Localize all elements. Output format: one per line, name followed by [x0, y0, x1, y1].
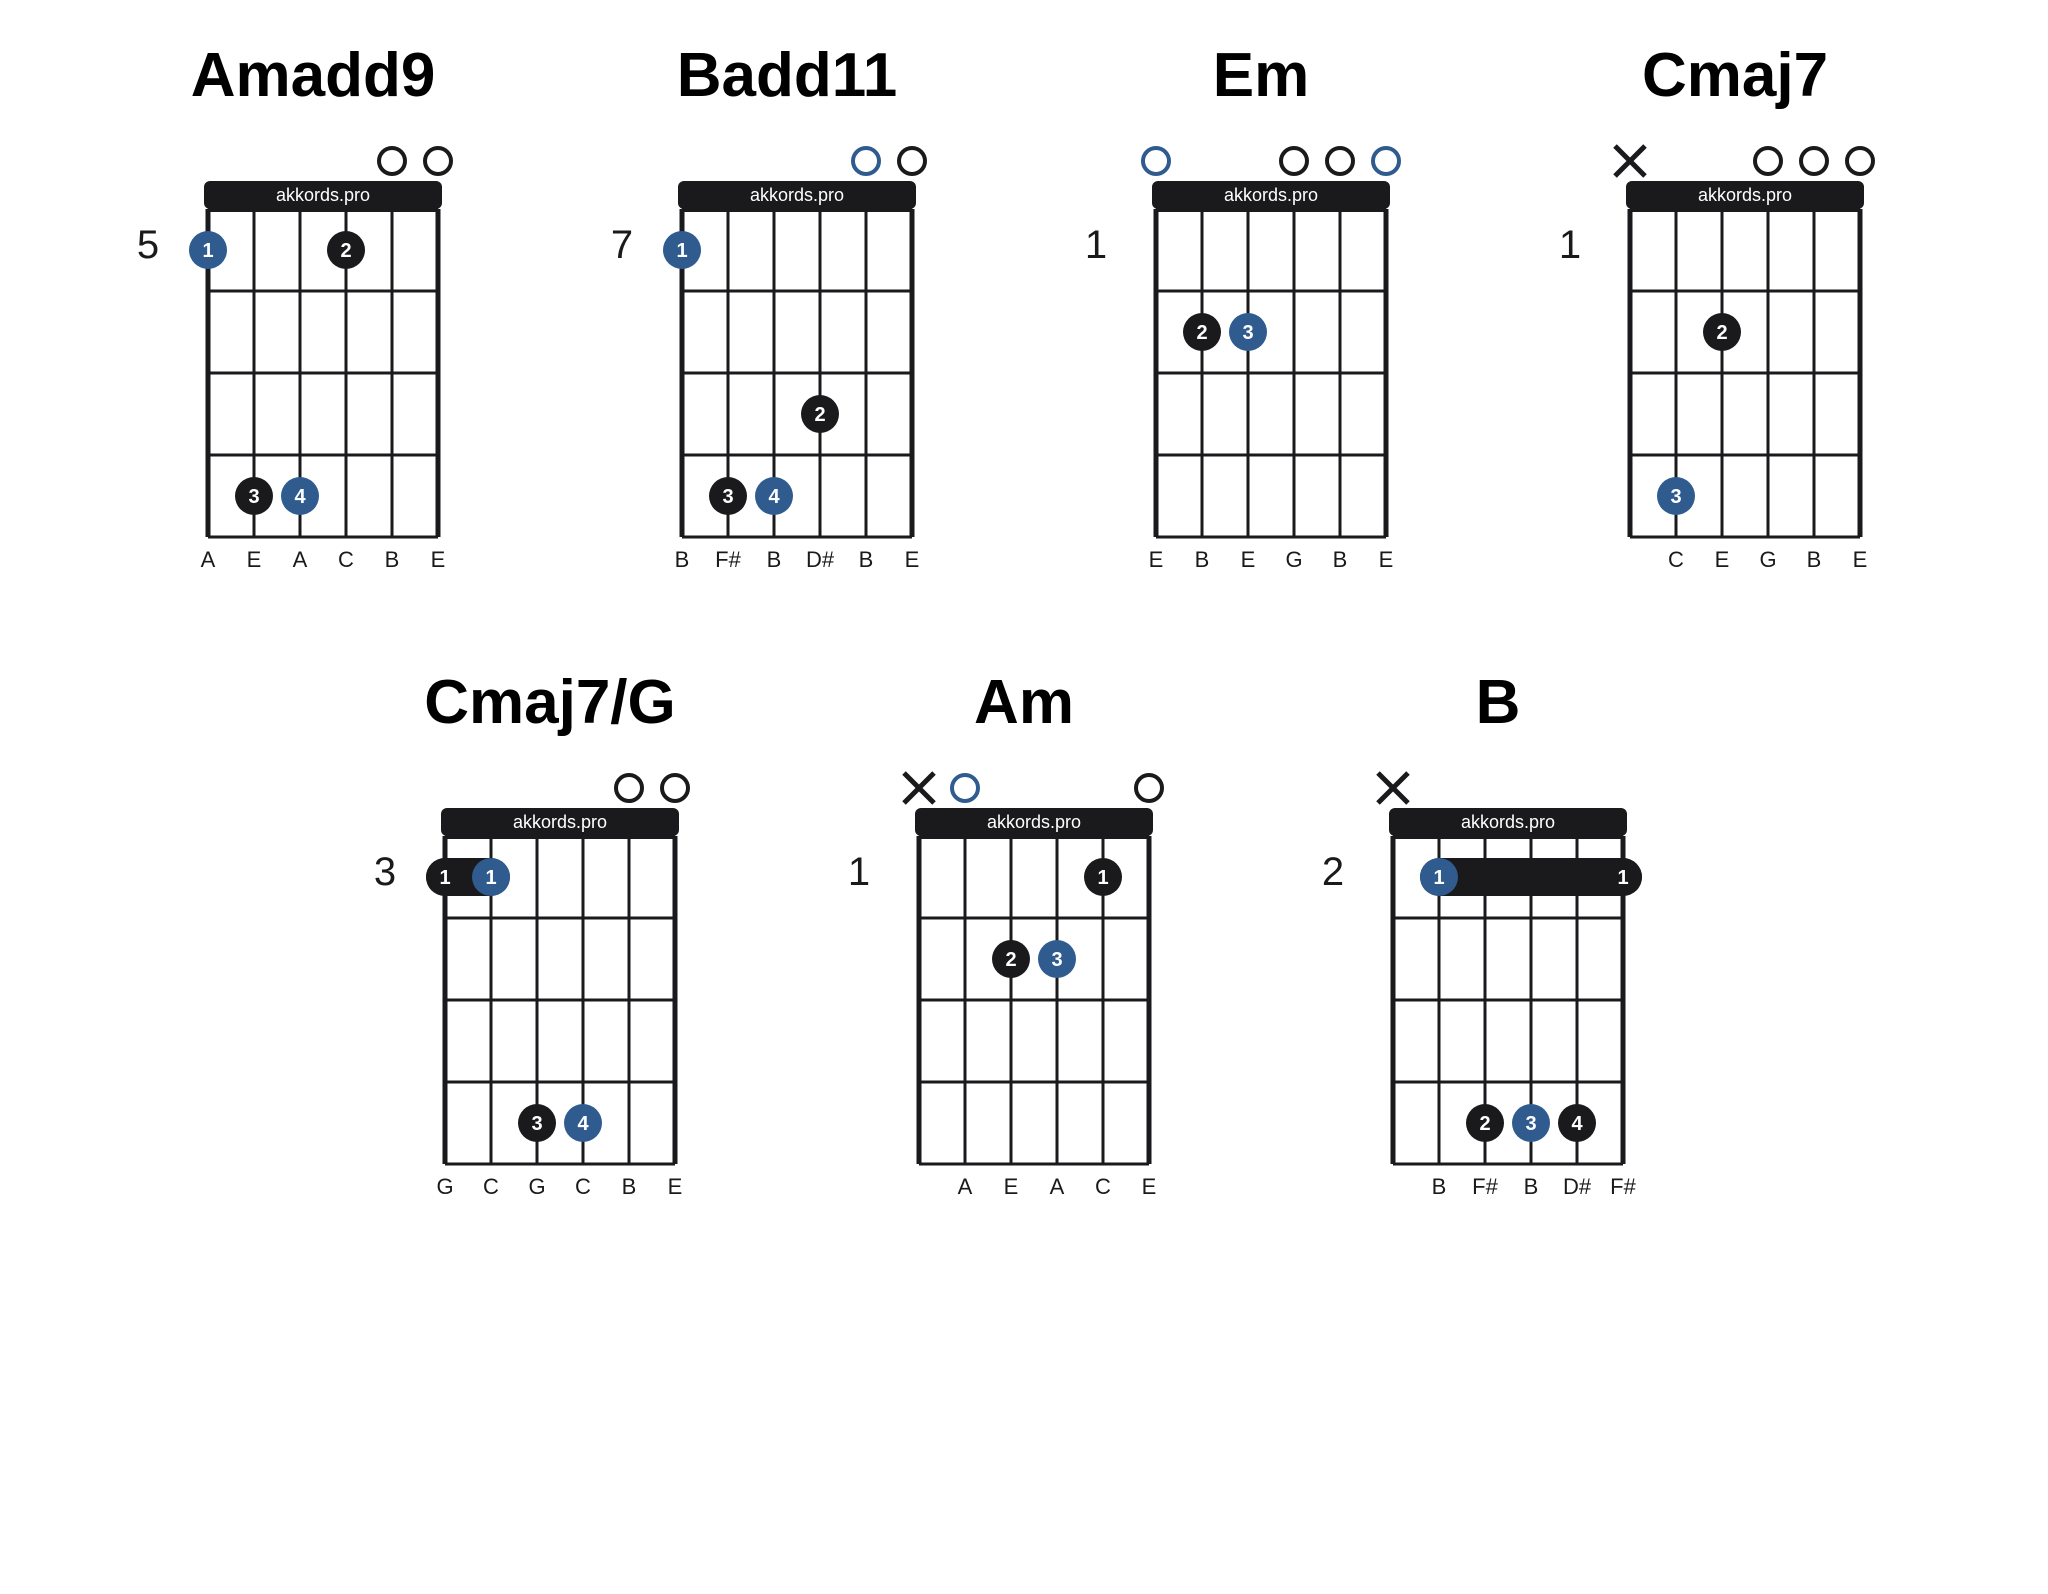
- svg-text:2: 2: [1322, 850, 1344, 894]
- svg-text:1: 1: [439, 867, 450, 889]
- svg-text:E: E: [1004, 1174, 1019, 1199]
- svg-text:2: 2: [814, 404, 825, 426]
- svg-text:akkords.pro: akkords.pro: [513, 812, 607, 832]
- svg-text:B: B: [675, 547, 690, 572]
- chord-title: Am: [847, 667, 1201, 738]
- svg-text:F#: F#: [1472, 1174, 1498, 1199]
- svg-text:E: E: [247, 547, 262, 572]
- svg-text:3: 3: [1525, 1113, 1536, 1135]
- svg-text:1: 1: [1433, 867, 1444, 889]
- svg-text:F#: F#: [1610, 1174, 1636, 1199]
- svg-text:3: 3: [1242, 322, 1253, 344]
- svg-text:2: 2: [1196, 322, 1207, 344]
- svg-text:E: E: [668, 1174, 683, 1199]
- svg-text:4: 4: [294, 486, 306, 508]
- svg-text:C: C: [1668, 547, 1684, 572]
- svg-text:4: 4: [768, 486, 780, 508]
- svg-text:F#: F#: [715, 547, 741, 572]
- svg-text:3: 3: [531, 1113, 542, 1135]
- chord-title: Cmaj7/G: [373, 667, 727, 738]
- svg-text:A: A: [201, 547, 216, 572]
- chord-title: Cmaj7: [1558, 40, 1912, 111]
- svg-text:akkords.pro: akkords.pro: [1224, 185, 1318, 205]
- svg-text:B: B: [1432, 1174, 1447, 1199]
- svg-text:1: 1: [676, 240, 687, 262]
- svg-text:2: 2: [1479, 1113, 1490, 1135]
- chord-diagram: Badd11 akkords.pro 7 1 2 3 4 B F# B D# B E: [610, 40, 964, 597]
- svg-text:C: C: [483, 1174, 499, 1199]
- svg-text:A: A: [958, 1174, 973, 1199]
- svg-text:E: E: [1149, 547, 1164, 572]
- chord-diagram: Cmaj7/G akkords.pro 3 1 1 3 4 G C G C B E: [373, 667, 727, 1224]
- chord-diagram: Cmaj7 akkords.pro 1 2 3 C E G B E: [1558, 40, 1912, 597]
- svg-text:1: 1: [1559, 223, 1581, 267]
- svg-text:E: E: [1241, 547, 1256, 572]
- svg-text:B: B: [1195, 547, 1210, 572]
- svg-text:B: B: [1807, 547, 1822, 572]
- svg-text:1: 1: [485, 867, 496, 889]
- svg-text:4: 4: [577, 1113, 589, 1135]
- svg-text:A: A: [293, 547, 308, 572]
- svg-text:2: 2: [1716, 322, 1727, 344]
- svg-text:1: 1: [1617, 867, 1628, 889]
- svg-text:G: G: [1759, 547, 1776, 572]
- chord-diagram: Em akkords.pro 1 2 3 E B E G B E: [1084, 40, 1438, 597]
- chord-title: Badd11: [610, 40, 964, 111]
- svg-text:G: G: [436, 1174, 453, 1199]
- chord-chart: Amadd9 akkords.pro 5 1 2 3 4 A E A C B E Badd11 akkord…: [0, 0, 2048, 1334]
- svg-text:D#: D#: [1563, 1174, 1592, 1199]
- svg-text:C: C: [338, 547, 354, 572]
- svg-text:1: 1: [1097, 867, 1108, 889]
- chord-row: Cmaj7/G akkords.pro 3 1 1 3 4 G C G C B E Am akkords.p…: [0, 667, 2048, 1224]
- svg-text:akkords.pro: akkords.pro: [1698, 185, 1792, 205]
- svg-text:B: B: [385, 547, 400, 572]
- svg-text:4: 4: [1571, 1113, 1583, 1135]
- svg-text:3: 3: [1051, 949, 1062, 971]
- svg-text:G: G: [1285, 547, 1302, 572]
- svg-text:B: B: [767, 547, 782, 572]
- chord-diagram: Bakkords.pro 2 1 1 2 3 4 B F# B D# F#: [1321, 667, 1675, 1224]
- chord-diagram: Am akkords.pro 1 1 2 3 A E A C E: [847, 667, 1201, 1224]
- svg-text:3: 3: [374, 850, 396, 894]
- svg-text:1: 1: [848, 850, 870, 894]
- svg-text:akkords.pro: akkords.pro: [987, 812, 1081, 832]
- svg-text:B: B: [859, 547, 874, 572]
- svg-text:E: E: [905, 547, 920, 572]
- svg-text:E: E: [1379, 547, 1394, 572]
- svg-text:B: B: [622, 1174, 637, 1199]
- svg-text:1: 1: [1085, 223, 1107, 267]
- chord-title: Amadd9: [136, 40, 490, 111]
- svg-text:A: A: [1050, 1174, 1065, 1199]
- svg-text:akkords.pro: akkords.pro: [1461, 812, 1555, 832]
- svg-text:C: C: [1095, 1174, 1111, 1199]
- svg-text:G: G: [528, 1174, 545, 1199]
- svg-text:E: E: [431, 547, 446, 572]
- svg-text:5: 5: [137, 223, 159, 267]
- svg-text:E: E: [1715, 547, 1730, 572]
- svg-text:E: E: [1853, 547, 1868, 572]
- svg-text:C: C: [575, 1174, 591, 1199]
- svg-text:B: B: [1524, 1174, 1539, 1199]
- svg-text:E: E: [1142, 1174, 1157, 1199]
- svg-text:3: 3: [248, 486, 259, 508]
- svg-text:3: 3: [1670, 486, 1681, 508]
- svg-text:2: 2: [1005, 949, 1016, 971]
- svg-text:D#: D#: [806, 547, 835, 572]
- svg-text:1: 1: [202, 240, 213, 262]
- chord-row: Amadd9 akkords.pro 5 1 2 3 4 A E A C B E Badd11 akkord…: [0, 40, 2048, 597]
- svg-text:2: 2: [340, 240, 351, 262]
- svg-text:akkords.pro: akkords.pro: [276, 185, 370, 205]
- svg-text:akkords.pro: akkords.pro: [750, 185, 844, 205]
- chord-title: Em: [1084, 40, 1438, 111]
- chord-diagram: Amadd9 akkords.pro 5 1 2 3 4 A E A C B E: [136, 40, 490, 597]
- chord-title: B: [1321, 667, 1675, 738]
- svg-text:B: B: [1333, 547, 1348, 572]
- svg-text:3: 3: [722, 486, 733, 508]
- svg-text:7: 7: [611, 223, 633, 267]
